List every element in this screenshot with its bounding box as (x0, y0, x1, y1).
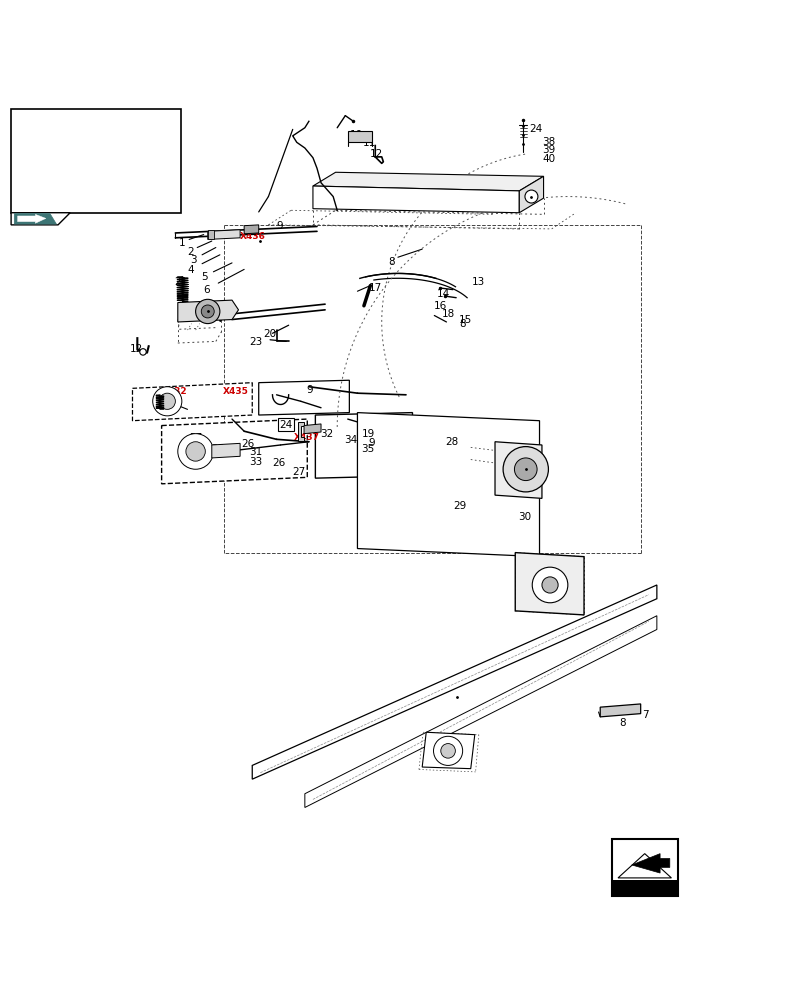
Text: 32: 32 (320, 429, 333, 439)
Text: 27: 27 (292, 467, 306, 477)
Text: 16: 16 (433, 301, 446, 311)
Text: 10: 10 (349, 130, 362, 140)
Polygon shape (515, 553, 583, 615)
Circle shape (178, 434, 213, 469)
Text: 36: 36 (210, 444, 224, 454)
Text: 33: 33 (248, 457, 262, 467)
Polygon shape (259, 380, 349, 415)
Polygon shape (304, 616, 656, 808)
Text: 35: 35 (360, 444, 374, 454)
Text: 34: 34 (344, 435, 358, 445)
Text: 15: 15 (458, 315, 471, 325)
Text: 8: 8 (459, 319, 466, 329)
Text: 37: 37 (189, 433, 202, 443)
Polygon shape (315, 413, 412, 478)
Text: 39: 39 (541, 145, 555, 155)
Polygon shape (347, 131, 371, 142)
Polygon shape (519, 176, 543, 213)
Polygon shape (303, 424, 320, 434)
Text: X435: X435 (223, 387, 249, 396)
Polygon shape (132, 383, 252, 421)
Bar (611, 839, 677, 896)
Text: 20: 20 (263, 329, 277, 339)
Polygon shape (18, 214, 46, 223)
Polygon shape (357, 413, 539, 557)
Text: 9: 9 (368, 438, 375, 448)
Text: 24: 24 (528, 124, 542, 134)
Polygon shape (631, 854, 669, 873)
Text: 1: 1 (179, 238, 186, 248)
Text: 26: 26 (272, 458, 285, 468)
Polygon shape (599, 704, 640, 717)
Text: 9: 9 (276, 221, 283, 231)
Text: X032: X032 (161, 387, 187, 396)
Polygon shape (422, 732, 474, 769)
Text: 5: 5 (201, 272, 208, 282)
Text: 9: 9 (306, 385, 312, 395)
Text: 28: 28 (444, 437, 457, 447)
Text: 13: 13 (471, 277, 484, 287)
Text: 31: 31 (249, 447, 263, 457)
Text: 6: 6 (204, 285, 210, 295)
Text: 3: 3 (190, 255, 196, 265)
Bar (11, 109, 181, 213)
Text: 17: 17 (368, 283, 381, 293)
Text: 2: 2 (187, 247, 194, 257)
Polygon shape (297, 422, 303, 441)
Text: 21: 21 (174, 277, 187, 287)
Circle shape (524, 190, 537, 203)
Circle shape (531, 567, 567, 603)
Text: 4: 4 (187, 265, 194, 275)
Text: 8: 8 (388, 257, 394, 267)
Circle shape (159, 393, 175, 409)
Text: 12: 12 (130, 344, 143, 354)
Text: 11: 11 (363, 138, 375, 148)
Circle shape (514, 458, 536, 481)
Polygon shape (312, 172, 543, 191)
Text: 25: 25 (189, 433, 202, 443)
Circle shape (541, 577, 557, 593)
Text: 19: 19 (362, 429, 375, 439)
Polygon shape (611, 880, 677, 896)
Circle shape (152, 387, 182, 416)
Circle shape (186, 442, 205, 461)
Text: 7: 7 (642, 710, 648, 720)
Circle shape (201, 305, 214, 318)
Text: 14: 14 (436, 289, 449, 299)
Polygon shape (208, 230, 240, 239)
Polygon shape (212, 443, 240, 458)
Circle shape (440, 744, 455, 758)
Text: X437: X437 (294, 433, 320, 442)
Polygon shape (11, 213, 70, 225)
Text: 18: 18 (441, 309, 454, 319)
Circle shape (503, 447, 547, 492)
Text: 29: 29 (453, 501, 466, 511)
Polygon shape (208, 230, 214, 239)
Polygon shape (178, 300, 238, 322)
Text: 38: 38 (541, 137, 555, 147)
Polygon shape (15, 214, 56, 224)
Polygon shape (252, 585, 656, 779)
Text: 26: 26 (241, 439, 254, 449)
Polygon shape (312, 186, 519, 213)
Text: 8: 8 (619, 718, 625, 728)
Circle shape (139, 349, 146, 355)
Text: 12: 12 (369, 149, 382, 159)
Text: 23: 23 (249, 337, 263, 347)
Text: 24: 24 (279, 420, 293, 430)
Polygon shape (495, 442, 541, 498)
Polygon shape (617, 854, 671, 878)
Text: X436: X436 (240, 232, 266, 241)
Polygon shape (244, 225, 259, 234)
Circle shape (433, 736, 462, 765)
Polygon shape (161, 419, 307, 484)
Circle shape (195, 299, 220, 324)
Text: 30: 30 (517, 512, 530, 522)
Text: 40: 40 (541, 154, 555, 164)
Text: 22: 22 (165, 395, 178, 405)
